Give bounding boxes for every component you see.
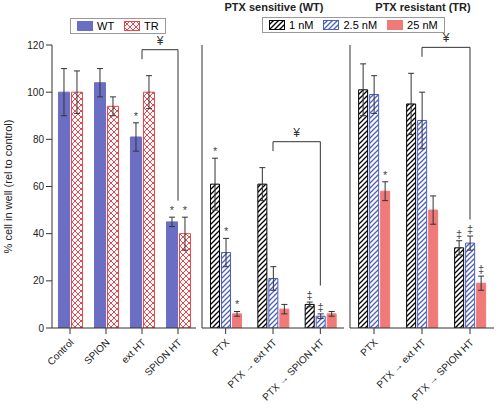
svg-text:*: * [183, 204, 188, 216]
svg-text:PTX → SPION HT: PTX → SPION HT [260, 337, 326, 403]
svg-text:0: 0 [38, 323, 44, 334]
html-text:25 nM: 25 nM [407, 19, 438, 31]
svg-text:‡: ‡ [467, 223, 473, 235]
html-text:1 nM: 1 nM [289, 19, 314, 31]
svg-text:PTX: PTX [210, 336, 232, 358]
html-text:PTX sensitive (WT): PTX sensitive (WT) [224, 1, 324, 13]
svg-text:‡: ‡ [456, 228, 462, 240]
svg-text:% cell in well (rel to control: % cell in well (rel to control) [8, 120, 14, 254]
svg-text:PTX → ext HT: PTX → ext HT [225, 337, 278, 390]
svg-text:PTX → SPION HT: PTX → SPION HT [410, 337, 476, 403]
svg-text:‡: ‡ [318, 301, 324, 313]
svg-text:*: * [383, 169, 388, 181]
svg-text:¥: ¥ [292, 126, 300, 140]
svg-text:¥: ¥ [156, 34, 164, 48]
svg-text:20: 20 [33, 275, 45, 286]
svg-text:100: 100 [27, 87, 44, 98]
svg-text:*: * [134, 110, 139, 122]
svg-text:120: 120 [27, 40, 44, 51]
svg-text:*: * [170, 204, 175, 216]
svg-text:SPION: SPION [82, 337, 112, 367]
svg-text:Control: Control [45, 337, 76, 368]
html-text:WT: WT [97, 20, 115, 32]
svg-text:80: 80 [33, 134, 45, 145]
svg-text:ext HT: ext HT [119, 337, 148, 366]
html-text:TR: TR [144, 20, 159, 32]
html-text:2.5 nM: 2.5 nM [343, 19, 378, 31]
svg-text:PTX: PTX [358, 336, 380, 358]
svg-text:*: * [213, 145, 218, 157]
svg-text:‡: ‡ [307, 289, 313, 301]
svg-text:PTX → ext HT: PTX → ext HT [374, 337, 427, 390]
svg-text:SPION HT: SPION HT [142, 337, 183, 378]
svg-text:*: * [235, 298, 240, 310]
svg-text:40: 40 [33, 228, 45, 239]
html-text:PTX resistant (TR): PTX resistant (TR) [375, 1, 471, 13]
svg-text:¥: ¥ [442, 31, 450, 45]
svg-text:*: * [224, 225, 229, 237]
svg-text:‡: ‡ [478, 263, 484, 275]
svg-text:60: 60 [33, 181, 45, 192]
